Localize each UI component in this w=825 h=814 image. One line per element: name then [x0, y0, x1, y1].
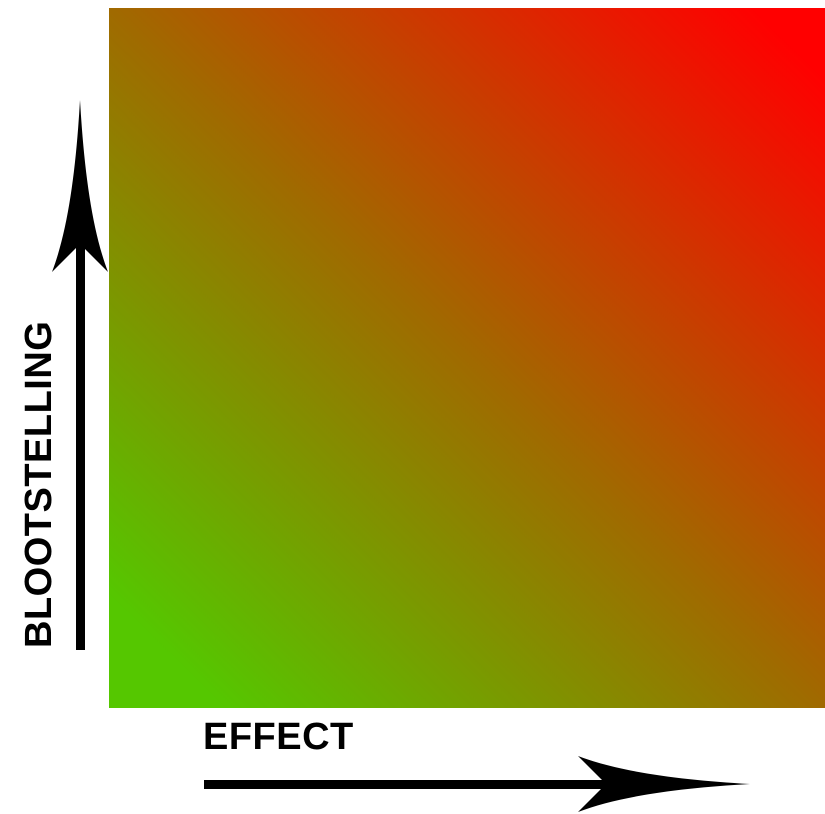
x-axis-arrow-icon — [204, 756, 750, 812]
x-axis-label: EFFECT — [203, 716, 354, 758]
risk-gradient-square — [109, 8, 825, 708]
y-axis-arrow-icon — [52, 100, 108, 650]
y-axis-label: BLOOTSTELLING — [18, 320, 60, 648]
